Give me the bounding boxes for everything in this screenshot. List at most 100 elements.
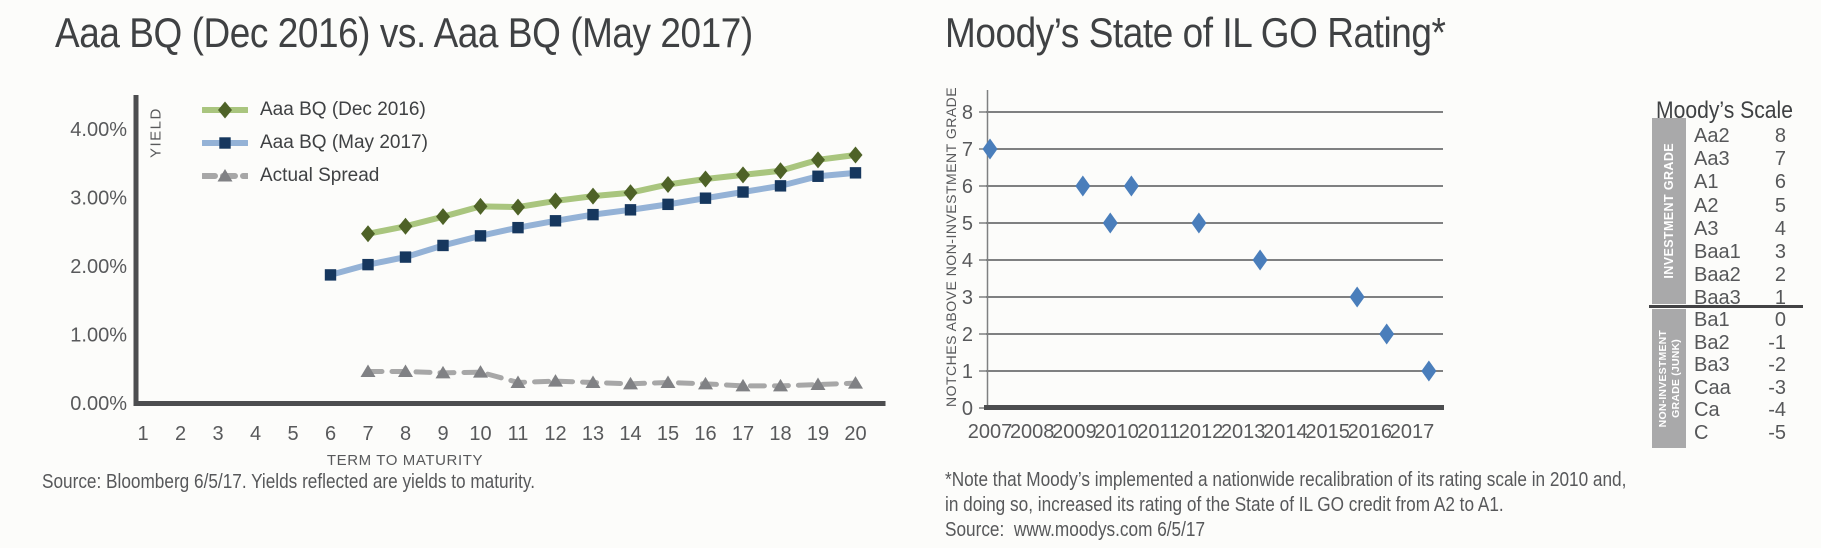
right-footnote-line1: *Note that Moody’s implemented a nationw… (945, 469, 1627, 491)
legend-item-may-2017: Aaa BQ (May 2017) (202, 129, 428, 157)
right-y-tick-label: 5 (962, 213, 973, 235)
legend-swatch-may-2017-icon (202, 137, 248, 149)
data-point-marker-2 (585, 375, 601, 388)
notch-value: -5 (1768, 421, 1786, 444)
junk-grade-label-line1: NON-INVESTMENT (1656, 329, 1669, 428)
rating-label: Baa1 (1694, 241, 1741, 263)
left-x-tick-label: 1 (137, 423, 148, 445)
rating-point (1379, 323, 1395, 345)
rating-label: A1 (1694, 171, 1719, 194)
notch-value: 7 (1774, 148, 1786, 171)
notch-value: -4 (1768, 399, 1786, 421)
scale-row: A1 6 (1694, 171, 1786, 195)
left-x-tick-label: 10 (469, 423, 491, 445)
right-x-tick-label: 2010 (1094, 421, 1139, 443)
left-x-tick-label: 12 (544, 423, 566, 445)
data-point-marker-1 (587, 208, 599, 221)
left-x-tick-label: 18 (769, 423, 791, 445)
rating-label: Baa3 (1694, 287, 1741, 310)
data-point-marker-1 (737, 186, 749, 198)
data-point-marker-0 (398, 217, 413, 235)
right-x-axis-line (984, 405, 1444, 410)
left-x-tick-label: 19 (807, 423, 829, 445)
left-x-tick-label: 4 (250, 423, 261, 445)
left-x-tick-label: 14 (619, 423, 641, 445)
scale-row: A2 5 (1694, 195, 1786, 219)
left-y-tick-label: 3.00% (70, 188, 127, 210)
rating-label: A2 (1694, 194, 1719, 217)
rating-point (1123, 175, 1139, 197)
rating-label: Baa2 (1694, 264, 1741, 287)
rating-label: Ba2 (1694, 331, 1730, 354)
data-point-marker-1 (399, 251, 412, 263)
data-point-marker-1 (624, 204, 637, 216)
left-y-axis-title: YIELD (147, 107, 165, 159)
rating-point (1075, 175, 1091, 197)
investment-grade-band: INVESTMENT GRADE (1652, 118, 1686, 304)
right-y-tick-label: 4 (962, 250, 973, 272)
scale-row: Ba3 -2 (1694, 354, 1786, 378)
scale-row: Ca -4 (1694, 399, 1786, 423)
left-x-tick-label: 16 (694, 423, 716, 445)
notch-value: -3 (1768, 376, 1786, 399)
left-x-tick-label: 6 (325, 423, 336, 445)
scale-row: A3 4 (1694, 218, 1786, 242)
left-x-tick-label: 9 (437, 423, 448, 445)
rating-label: Aa3 (1694, 148, 1730, 171)
right-y-tick-label: 2 (962, 324, 973, 346)
rating-label: Ba1 (1694, 309, 1730, 331)
data-point-marker-1 (849, 167, 862, 179)
scale-row: C -5 (1694, 422, 1786, 446)
data-point-marker-0 (511, 198, 525, 216)
notch-value: -2 (1768, 354, 1786, 376)
right-x-tick-label: 2009 (1052, 421, 1097, 443)
right-x-tick-label: 2016 (1348, 421, 1393, 443)
notch-value: 0 (1774, 309, 1786, 331)
notch-value: 4 (1774, 217, 1786, 240)
rating-label: A3 (1694, 217, 1719, 240)
notch-value: 5 (1774, 194, 1786, 217)
data-point-marker-1 (549, 215, 562, 227)
left-chart-title: Aaa BQ (Dec 2016) vs. Aaa BQ (May 2017) (55, 9, 753, 56)
data-point-marker-2 (360, 364, 376, 377)
scale-row: Ba2 -1 (1694, 332, 1786, 356)
right-x-tick-label: 2017 (1390, 421, 1435, 443)
legend-swatch-actual-spread-icon (202, 169, 248, 182)
data-point-marker-1 (474, 230, 487, 242)
scale-row: Ba1 0 (1694, 309, 1786, 333)
right-y-tick-label: 1 (962, 361, 973, 383)
notch-value: 2 (1774, 264, 1786, 287)
left-x-tick-label: 2 (175, 423, 186, 445)
data-point-marker-0 (361, 225, 375, 243)
left-y-tick-label: 1.00% (70, 325, 127, 347)
data-point-marker-2 (773, 378, 788, 392)
data-point-marker-2 (810, 377, 826, 391)
rating-point (1421, 360, 1437, 382)
data-point-marker-2 (473, 365, 488, 378)
left-x-tick-label: 20 (844, 423, 866, 445)
data-point-marker-0 (773, 162, 788, 180)
notch-value: 1 (1774, 287, 1786, 310)
right-source-note: Source: www.moodys.com 6/5/17 (945, 519, 1206, 541)
legend-swatch-dec-2016-icon (202, 101, 248, 119)
data-point-marker-0 (848, 146, 863, 164)
data-point-marker-0 (811, 151, 825, 169)
legend-item-dec-2016: Aaa BQ (Dec 2016) (202, 96, 426, 124)
right-x-tick-label: 2015 (1305, 421, 1350, 443)
left-x-tick-label: 7 (362, 423, 373, 445)
rating-point (982, 138, 998, 160)
left-x-tick-label: 8 (400, 423, 411, 445)
scale-row: Baa3 1 (1694, 287, 1786, 311)
left-y-tick-label: 0.00% (70, 393, 127, 415)
right-x-tick-label: 2013 (1221, 421, 1266, 443)
right-y-tick-label: 0 (962, 398, 973, 420)
legend-marker (218, 101, 232, 119)
right-y-axis-title: NOTCHES ABOVE NON-INVESTMENT GRADE (943, 86, 959, 408)
data-point-marker-1 (699, 192, 712, 204)
left-x-axis-title: TERM TO MATURITY (326, 452, 484, 469)
scale-row: Aa2 8 (1694, 125, 1786, 149)
rating-point (1191, 212, 1207, 234)
data-point-marker-0 (661, 175, 675, 193)
data-point-marker-2 (435, 365, 451, 379)
